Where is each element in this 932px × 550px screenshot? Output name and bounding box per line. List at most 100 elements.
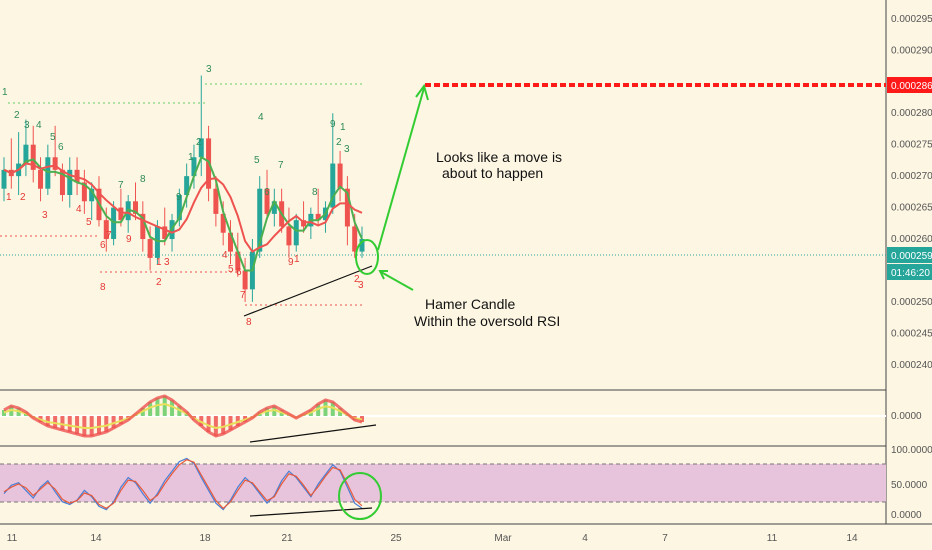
td-setup-count: 3	[344, 144, 350, 155]
candle-body[interactable]	[111, 207, 117, 240]
rsi-trendline[interactable]	[249, 507, 373, 517]
annotation-hammer-line1: Hamer Candle	[425, 296, 515, 312]
td-setup-count: 3	[206, 64, 212, 75]
candle-body[interactable]	[271, 201, 277, 214]
oscillator-bar	[96, 416, 101, 434]
candle-body[interactable]	[264, 188, 270, 214]
candle-body[interactable]	[359, 239, 365, 252]
candle-body[interactable]	[30, 144, 36, 170]
price-tick-label: 0.000295	[891, 14, 932, 25]
td-setup-count: 8	[312, 187, 318, 198]
hammer-pointer-arrow[interactable]	[378, 270, 414, 291]
candle-body[interactable]	[45, 157, 51, 189]
oscillator-trendline[interactable]	[249, 424, 377, 443]
oscillator-bar	[316, 404, 321, 416]
current-price-label: 0.000259	[891, 251, 932, 262]
candle-body[interactable]	[235, 251, 241, 271]
candle-body[interactable]	[52, 157, 58, 170]
candle-body[interactable]	[301, 220, 307, 227]
td-setup-count: 9	[330, 119, 336, 130]
candle-body[interactable]	[1, 169, 7, 189]
candle-body[interactable]	[81, 182, 87, 202]
oscillator-bar	[89, 416, 94, 436]
price-tick-label: 0.000240	[891, 360, 932, 371]
rsi-line-red	[3, 459, 363, 510]
td-setup-count: 5	[254, 155, 260, 166]
target-price-label: 0.000286	[891, 81, 932, 92]
rsi-series	[3, 457, 363, 511]
candle-body[interactable]	[293, 220, 299, 246]
candle-body[interactable]	[118, 207, 124, 221]
candle-body[interactable]	[38, 169, 44, 189]
td-setup-count: 9	[176, 192, 182, 203]
candle-body[interactable]	[337, 163, 343, 189]
td-setup-count: 1	[2, 87, 8, 98]
candle-body[interactable]	[286, 226, 292, 246]
candle-body[interactable]	[198, 138, 204, 158]
td-countdown-count: 7	[106, 230, 112, 241]
candle-body[interactable]	[352, 226, 358, 252]
candle-body[interactable]	[227, 232, 233, 252]
td-countdown-count: 1	[294, 254, 300, 265]
rsi-tick-0: 0.0000	[891, 510, 922, 521]
annotation-move-line2: about to happen	[442, 165, 543, 181]
price-tick-label: 0.000260	[891, 234, 932, 245]
td-countdown-count: 6	[236, 267, 242, 278]
rsi-tick-100: 100.0000	[891, 445, 932, 456]
target-price-tag: 0.000286	[887, 77, 932, 93]
td-setup-count: 4	[258, 112, 264, 123]
candle-body[interactable]	[103, 220, 109, 240]
td-countdown-count: 7	[240, 290, 246, 301]
td-setup-count: 1	[340, 122, 346, 133]
oscillator-bar	[330, 402, 335, 416]
oscillator-bar	[82, 416, 87, 436]
candle-body[interactable]	[330, 163, 336, 208]
td-setup-count: 6	[264, 187, 270, 198]
time-tick-label: 25	[390, 533, 402, 544]
candle-body[interactable]	[23, 144, 29, 164]
candle-body[interactable]	[59, 169, 65, 195]
candle-body[interactable]	[257, 188, 263, 252]
candle-body[interactable]	[213, 188, 219, 214]
oscillator-bar	[221, 416, 226, 434]
oscillator-bar	[104, 416, 109, 432]
time-tick-label: 11	[7, 533, 18, 544]
candle-body[interactable]	[140, 213, 146, 240]
candle-body[interactable]	[89, 188, 95, 202]
oscillator-bar	[206, 416, 211, 432]
oscillator-bar	[323, 400, 328, 416]
td-setup-count: 3	[24, 120, 30, 131]
rsi-oversold-circle[interactable]	[338, 472, 382, 520]
candle-body[interactable]	[344, 188, 350, 227]
td-countdown-count: 6	[100, 240, 106, 251]
td-countdown-count: 1	[156, 257, 162, 268]
oscillator-main-line	[3, 394, 363, 438]
td-countdown-count: 2	[354, 274, 360, 285]
td-setup-count: 6	[58, 142, 64, 153]
candle-body[interactable]	[162, 226, 168, 240]
candle-body[interactable]	[176, 195, 182, 221]
rsi-tick-50: 50.0000	[891, 480, 928, 491]
hammer-candle-circle[interactable]	[355, 239, 379, 275]
candle-body[interactable]	[133, 201, 139, 214]
candle-body[interactable]	[147, 239, 153, 258]
candle-body[interactable]	[220, 213, 226, 233]
td-countdown-count: 5	[86, 217, 92, 228]
move-up-arrow[interactable]	[377, 83, 429, 251]
candle-body[interactable]	[154, 226, 160, 258]
candle-body[interactable]	[67, 169, 73, 195]
td-setup-count: 2	[196, 137, 202, 148]
price-trendline[interactable]	[243, 265, 373, 317]
candle-body[interactable]	[191, 157, 197, 177]
candle-body[interactable]	[184, 176, 190, 195]
time-axis[interactable]: 11 14 18 21 25 Mar 4 7 11 14	[7, 533, 858, 544]
candle-body[interactable]	[242, 270, 248, 290]
td-countdown-count: 3	[164, 257, 170, 268]
td-setup-count: 7	[278, 160, 284, 171]
oscillator-bar	[60, 416, 65, 430]
oscillator-bar	[213, 416, 218, 436]
candle-body[interactable]	[315, 213, 321, 221]
candle-body[interactable]	[74, 169, 80, 183]
